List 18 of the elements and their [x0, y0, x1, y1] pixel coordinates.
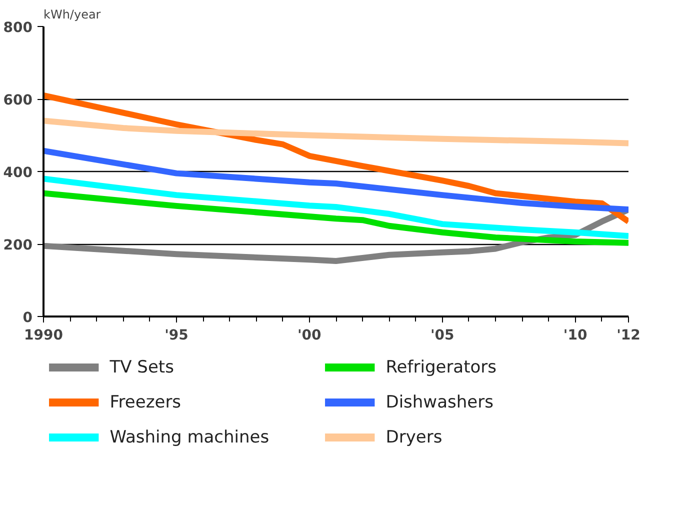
y-axis-title: kWh/year — [44, 8, 101, 22]
y-tick-label: 0 — [22, 310, 33, 326]
x-tick-label: '05 — [430, 328, 454, 344]
legend-label: TV Sets — [108, 358, 174, 378]
y-tick-label: 600 — [3, 92, 33, 108]
y-tick-label: 200 — [3, 238, 33, 254]
legend-label: Dishwashers — [386, 392, 494, 412]
y-tick-label: 800 — [3, 20, 33, 36]
legend-label: Freezers — [110, 392, 182, 412]
x-tick-label: 1990 — [24, 328, 64, 344]
x-tick-label: '95 — [164, 328, 188, 344]
x-tick-label: '10 — [563, 328, 588, 344]
x-tick-label: '12 — [616, 328, 640, 344]
legend-label: Dryers — [386, 428, 442, 448]
x-tick-label: '00 — [298, 328, 322, 344]
y-tick-label: 400 — [3, 165, 33, 181]
legend-label: Washing machines — [110, 428, 270, 448]
legend-label: Refrigerators — [386, 358, 497, 378]
